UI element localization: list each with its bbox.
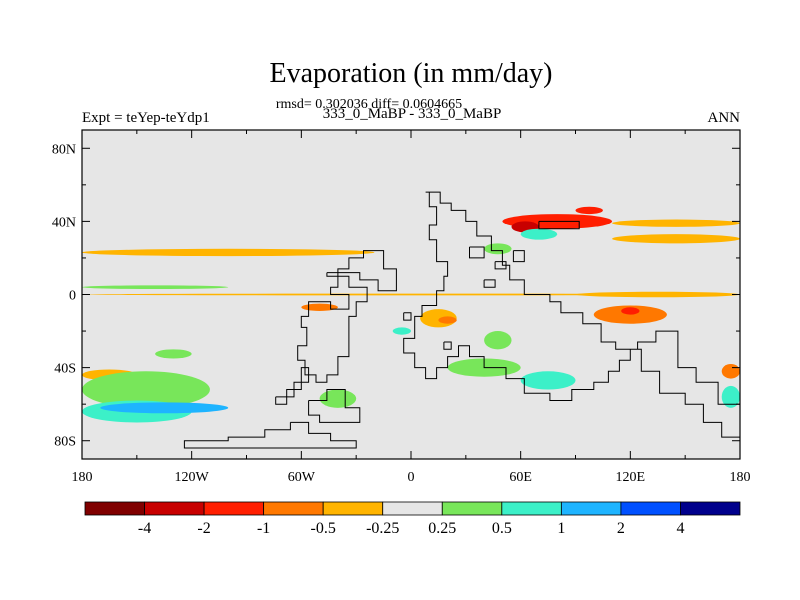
x-tick-label-6: 180 — [730, 470, 751, 485]
y-tick-label-3: 40S — [54, 362, 76, 377]
y-tick-label-0: 80N — [52, 142, 76, 157]
y-tick-label-2: 0 — [69, 289, 76, 304]
coastline-1 — [308, 389, 361, 423]
colorbar-label-8: 2 — [617, 520, 625, 537]
anomaly-patch-19 — [319, 389, 357, 408]
coastline-8 — [512, 250, 525, 263]
anomaly-patch-9 — [593, 305, 667, 324]
stats-line: rmsd= 0.302036 diff= 0.0604665 — [276, 97, 462, 112]
anomaly-patch-10 — [621, 307, 640, 315]
x-tick-label-4: 60E — [509, 470, 532, 485]
colorbar-swatch-2 — [203, 501, 265, 516]
subtitle-right: ANN — [708, 110, 741, 126]
colorbar-label-0: -4 — [138, 520, 151, 537]
coastline-10 — [403, 312, 412, 321]
x-tick-label-5: 120E — [616, 470, 646, 485]
colorbar-swatch-8 — [560, 501, 622, 516]
colorbar-swatch-10 — [680, 501, 741, 516]
anomaly-patch-12 — [438, 316, 457, 324]
colorbar-swatch-3 — [263, 501, 324, 516]
anomaly-layer — [82, 206, 740, 423]
coastline-0 — [297, 250, 397, 383]
x-tick-label-2: 60W — [288, 470, 316, 485]
colorbar-swatch-1 — [144, 501, 205, 516]
anomaly-patch-18 — [100, 402, 229, 414]
y-tick-label-4: 80S — [54, 435, 76, 450]
anomaly-patch-6 — [575, 206, 603, 215]
anomaly-patch-8 — [612, 234, 740, 244]
continent-outlines — [183, 191, 740, 449]
anomaly-patch-26 — [484, 243, 512, 255]
coastline-7 — [483, 279, 496, 288]
anomaly-patch-15 — [721, 363, 740, 379]
colorbar-swatch-5 — [382, 501, 443, 516]
subtitle-left: Expt = teYep-teYdp1 — [82, 110, 210, 126]
coastline-5 — [538, 220, 580, 230]
x-tick-label-1: 120W — [175, 470, 210, 485]
x-tick-label-3: 0 — [408, 470, 415, 485]
anomaly-patch-27 — [392, 327, 411, 335]
colorbar: -4 -2 -1 -0.5 -0.25 0.25 0.5 1 2 4 — [84, 501, 741, 537]
anomaly-patch-22 — [484, 331, 512, 350]
subtitle-center: 333_0_MaBP - 333_0_MaBP — [323, 106, 502, 122]
colorbar-label-2: -1 — [257, 520, 270, 537]
anomaly-patch-23 — [721, 385, 740, 408]
colorbar-label-9: 4 — [676, 520, 684, 537]
colorbar-label-3: -0.5 — [311, 520, 336, 537]
colorbar-label-4: -0.25 — [366, 520, 399, 537]
x-tick-label-0: 180 — [72, 470, 93, 485]
colorbar-label-6: 0.5 — [492, 520, 512, 537]
coastline-4 — [403, 191, 740, 438]
anomaly-patch-0 — [82, 248, 375, 257]
coastline-6 — [469, 246, 485, 259]
anomaly-patch-13 — [301, 303, 338, 311]
y-tick-label-1: 40N — [52, 215, 76, 230]
coastline-11 — [494, 261, 507, 270]
y-axis: 80N 40N 0 40S 80S — [52, 142, 740, 450]
colorbar-swatch-4 — [322, 501, 384, 516]
colorbar-swatch-9 — [620, 501, 681, 516]
colorbar-label-5: 0.25 — [428, 520, 456, 537]
colorbar-swatch-6 — [441, 501, 503, 516]
coastline-2 — [183, 421, 357, 449]
anomaly-patch-1 — [82, 285, 229, 290]
coastline-9 — [443, 341, 452, 350]
colorbar-label-7: 1 — [557, 520, 565, 537]
anomaly-patch-21 — [520, 371, 576, 390]
anomaly-patch-2 — [82, 293, 740, 296]
anomaly-patch-24 — [155, 349, 192, 359]
colorbar-label-1: -2 — [197, 520, 210, 537]
anomaly-patch-25 — [520, 228, 558, 240]
anomaly-patch-3 — [575, 291, 740, 298]
anomaly-patch-16 — [82, 371, 210, 408]
coastline-3 — [275, 367, 310, 405]
anomaly-patch-7 — [612, 219, 740, 227]
colorbar-swatch-7 — [501, 501, 562, 516]
colorbar-swatch-0 — [84, 501, 145, 516]
x-axis: 180 120W 60W 0 60E 120E 180 — [72, 130, 751, 485]
chart-title: Evaporation (in mm/day) — [269, 58, 552, 89]
